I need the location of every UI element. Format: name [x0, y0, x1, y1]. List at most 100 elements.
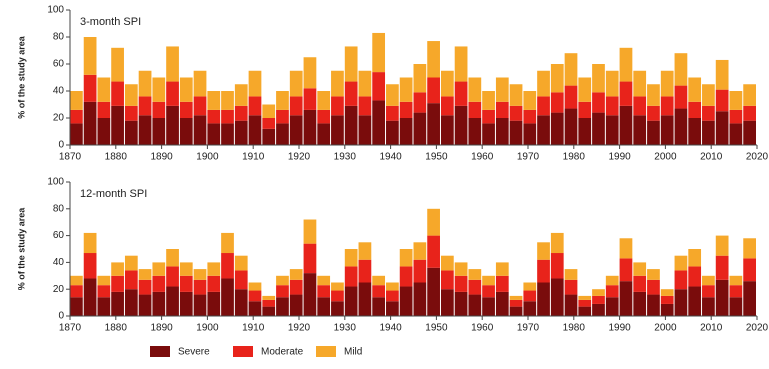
- bar-segment: [605, 297, 619, 316]
- y-tick-label: 80: [53, 203, 65, 214]
- bar-segment: [523, 91, 537, 110]
- bar-segment: [303, 219, 317, 244]
- bar-segment: [152, 77, 166, 102]
- bar-segment: [427, 103, 440, 145]
- bar-segment: [633, 70, 647, 97]
- bar-segment: [592, 64, 605, 93]
- bar-segment: [660, 289, 674, 296]
- bar-segment: [482, 297, 495, 316]
- bar-segment: [537, 242, 550, 260]
- bar-segment: [454, 262, 468, 276]
- bar-segment: [179, 291, 193, 316]
- bar-segment: [221, 91, 234, 110]
- bar-segment: [647, 105, 660, 121]
- bar-segment: [70, 297, 83, 316]
- bar-segment: [619, 258, 633, 282]
- x-tick-label: 2010: [700, 152, 723, 163]
- bar-segment: [70, 91, 83, 110]
- bar-segment: [674, 108, 688, 145]
- bar-segment: [605, 285, 619, 298]
- bar-segment: [468, 118, 482, 145]
- bar-segment: [70, 109, 83, 124]
- bar-segment: [619, 81, 633, 106]
- y-tick-label: 20: [53, 284, 65, 295]
- bar-segment: [166, 286, 179, 316]
- x-tick-label: 1990: [608, 152, 631, 163]
- bar-segment: [729, 109, 743, 124]
- bar-segment: [124, 270, 138, 290]
- bar-segment: [482, 109, 495, 124]
- bar-segment: [221, 109, 234, 124]
- bar-segment: [179, 101, 193, 118]
- bar-segment: [413, 282, 427, 316]
- bar-segment: [633, 291, 647, 316]
- bar-segment: [97, 275, 111, 286]
- bar-segment: [633, 275, 647, 292]
- bar-segment: [166, 105, 179, 145]
- bar-segment: [495, 118, 509, 145]
- bar-segment: [454, 81, 468, 106]
- bar-segment: [83, 278, 97, 316]
- bar-segment: [138, 294, 152, 316]
- bar-segment: [564, 294, 578, 316]
- bar-segment: [70, 123, 83, 145]
- bar-segment: [111, 81, 124, 106]
- bar-segment: [386, 105, 399, 121]
- bar-segment: [152, 275, 166, 292]
- bar-segment: [262, 118, 276, 129]
- bar-segment: [440, 115, 454, 145]
- bar-segment: [495, 275, 509, 292]
- bar-segment: [289, 269, 303, 280]
- bar-segment: [729, 275, 743, 286]
- bar-segment: [358, 282, 372, 316]
- bar-segment: [427, 267, 440, 316]
- bar-segment: [564, 108, 578, 145]
- legend-swatch: [150, 346, 170, 357]
- bar-segment: [83, 101, 97, 145]
- bar-segment: [495, 77, 509, 102]
- bar-segment: [262, 306, 276, 316]
- bar-segment: [413, 112, 427, 145]
- x-tick-label: 2020: [746, 152, 769, 163]
- x-tick-label: 1910: [242, 152, 265, 163]
- bar-segment: [276, 285, 289, 298]
- legend-swatch: [316, 346, 336, 357]
- x-tick-label: 1940: [379, 152, 402, 163]
- bar-segment: [550, 112, 564, 145]
- bar-segment: [647, 279, 660, 295]
- bar-segment: [633, 262, 647, 276]
- bar-segment: [207, 291, 221, 316]
- bar-segment: [221, 123, 234, 145]
- bar-segment: [468, 294, 482, 316]
- y-axis-label: % of the study area: [16, 207, 26, 291]
- bar-segment: [262, 128, 276, 145]
- x-tick-label: 1930: [334, 323, 357, 334]
- bar-segment: [537, 96, 550, 116]
- bar-segment: [262, 299, 276, 307]
- bar-segment: [358, 96, 372, 116]
- bar-segment: [303, 243, 317, 274]
- bar-segment: [564, 85, 578, 109]
- bar-segment: [386, 290, 399, 302]
- bar-segment: [248, 96, 262, 116]
- bar-segment: [289, 294, 303, 316]
- bar-segment: [440, 255, 454, 271]
- bar-segment: [193, 269, 207, 280]
- bar-segment: [207, 109, 221, 124]
- bar-segment: [386, 120, 399, 145]
- bar-segment: [550, 92, 564, 113]
- bar-segment: [358, 70, 372, 97]
- bar-segment: [537, 282, 550, 316]
- bar-segment: [221, 253, 234, 279]
- x-tick-label: 1890: [150, 323, 173, 334]
- bar-segment: [523, 290, 537, 302]
- bar-segment: [688, 266, 702, 287]
- bar-segment: [660, 70, 674, 97]
- bar-segment: [537, 259, 550, 283]
- bar-segment: [303, 57, 317, 89]
- bar-segment: [248, 301, 262, 316]
- bar-segment: [331, 301, 344, 316]
- bar-segment: [578, 306, 592, 316]
- bar-segment: [523, 282, 537, 291]
- bar-segment: [605, 70, 619, 97]
